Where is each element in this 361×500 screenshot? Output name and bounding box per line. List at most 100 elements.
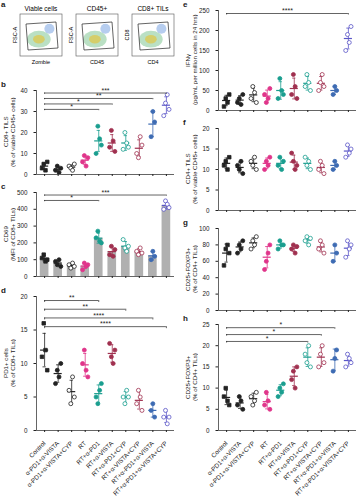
svg-text:RT+α-PD1+CYP: RT+α-PD1+CYP xyxy=(90,439,128,478)
svg-text:*: * xyxy=(77,98,80,105)
svg-text:Zombie: Zombie xyxy=(32,59,50,65)
svg-text:20: 20 xyxy=(20,129,28,136)
html-text:CD69: CD69 xyxy=(2,226,9,242)
svg-text:**: ** xyxy=(82,303,88,310)
svg-text:RT+α-VISTA: RT+α-VISTA xyxy=(266,439,297,470)
svg-text:α-PD1+α-VISTA+CYP: α-PD1+α-VISTA+CYP xyxy=(25,440,74,489)
html-text:(% of CD8+ TILs): (% of CD8+ TILs) xyxy=(9,339,16,387)
svg-text:*: * xyxy=(279,321,282,328)
svg-text:150: 150 xyxy=(199,47,210,54)
svg-text:RT+α-PD1: RT+α-PD1 xyxy=(256,439,283,466)
svg-text:CD4: CD4 xyxy=(147,59,158,65)
svg-text:RT+α-VISTA+CYP: RT+α-VISTA+CYP xyxy=(281,439,324,482)
html-text:CD25+FOXP3+: CD25+FOXP3+ xyxy=(184,247,191,291)
svg-text:Viable cells: Viable cells xyxy=(25,5,59,12)
svg-text:α-PD1+α-VISTA+CYP: α-PD1+α-VISTA+CYP xyxy=(207,440,256,489)
svg-text:*: * xyxy=(266,335,269,342)
svg-text:Control: Control xyxy=(209,439,229,459)
svg-text:0: 0 xyxy=(24,273,28,280)
svg-text:15: 15 xyxy=(202,145,210,152)
svg-text:Control: Control xyxy=(27,439,47,459)
svg-text:50: 50 xyxy=(202,87,210,94)
svg-text:10: 10 xyxy=(20,360,28,367)
svg-text:CD45+: CD45+ xyxy=(87,5,108,12)
svg-text:30: 30 xyxy=(20,108,28,115)
svg-text:**: ** xyxy=(96,92,102,99)
svg-text:RT+α-PD1+CYP: RT+α-PD1+CYP xyxy=(272,439,310,478)
svg-text:10: 10 xyxy=(202,166,210,173)
svg-text:10: 10 xyxy=(202,384,210,391)
svg-text:****: **** xyxy=(93,312,104,319)
svg-text:200: 200 xyxy=(199,27,210,34)
html-text:(% of CD4+ TILs): (% of CD4+ TILs) xyxy=(191,245,198,293)
svg-text:*: * xyxy=(70,103,73,110)
svg-text:300: 300 xyxy=(17,222,28,229)
svg-text:500: 500 xyxy=(17,189,28,196)
svg-text:80: 80 xyxy=(202,241,210,248)
html-text:CD8+ TILS: CD8+ TILS xyxy=(2,116,9,148)
html-text:e: e xyxy=(183,0,188,9)
svg-text:100: 100 xyxy=(199,67,210,74)
svg-text:20: 20 xyxy=(202,342,210,349)
svg-text:200: 200 xyxy=(17,239,28,246)
svg-text:15: 15 xyxy=(20,326,28,333)
svg-text:40: 40 xyxy=(20,87,28,94)
svg-text:5: 5 xyxy=(206,186,210,193)
svg-text:0: 0 xyxy=(206,307,210,314)
html-text:(pg/mL per million cells in 24: (pg/mL per million cells in 24 hrs) xyxy=(191,14,198,106)
html-text:(MFI of CD8+ TILs): (MFI of CD8+ TILs) xyxy=(9,207,16,261)
svg-text:20: 20 xyxy=(202,290,210,297)
svg-text:10: 10 xyxy=(20,150,28,157)
svg-text:20: 20 xyxy=(20,293,28,300)
html-text:CD4+ TILS: CD4+ TILS xyxy=(184,153,191,185)
svg-text:100: 100 xyxy=(199,225,210,232)
html-text:IFNγ: IFNγ xyxy=(184,53,191,67)
svg-text:5: 5 xyxy=(206,405,210,412)
html-text:(% of viable CD45+ cells): (% of viable CD45+ cells) xyxy=(191,134,198,204)
svg-text:RT+α-PD1+α-VISTA+CYP: RT+α-PD1+α-VISTA+CYP xyxy=(111,440,168,496)
svg-text:25: 25 xyxy=(202,321,210,328)
svg-text:15: 15 xyxy=(202,363,210,370)
svg-text:0: 0 xyxy=(206,427,210,434)
svg-text:*: * xyxy=(70,194,73,201)
svg-text:***: *** xyxy=(101,189,109,196)
svg-text:0: 0 xyxy=(206,207,210,214)
svg-text:CD45: CD45 xyxy=(90,59,104,65)
html-text:c: c xyxy=(1,182,6,191)
svg-text:*: * xyxy=(273,328,276,335)
html-text:a: a xyxy=(1,0,6,9)
html-text:PD1+ cells: PD1+ cells xyxy=(2,348,9,378)
svg-text:400: 400 xyxy=(17,205,28,212)
svg-text:0: 0 xyxy=(24,427,28,434)
html-text:g: g xyxy=(183,218,188,227)
html-text:h: h xyxy=(183,314,188,323)
html-text:CD25+FOXP3+: CD25+FOXP3+ xyxy=(184,355,191,399)
html-text:(% of CD4+ TILs): (% of CD4+ TILs) xyxy=(191,353,198,401)
svg-text:**: ** xyxy=(69,294,75,301)
svg-text:RT: RT xyxy=(258,439,270,451)
svg-text:RT+α-PD1: RT+α-PD1 xyxy=(74,439,101,466)
svg-text:CD8: CD8 xyxy=(124,29,130,40)
svg-text:RT+α-VISTA+CYP: RT+α-VISTA+CYP xyxy=(99,439,142,482)
svg-text:****: **** xyxy=(100,320,111,327)
svg-text:RT+α-VISTA: RT+α-VISTA xyxy=(84,439,115,470)
svg-text:FSC-A: FSC-A xyxy=(12,26,18,43)
html-text:(% of viable CD45+ cells): (% of viable CD45+ cells) xyxy=(9,97,16,167)
svg-text:20: 20 xyxy=(202,125,210,132)
svg-text:RT: RT xyxy=(76,439,88,451)
svg-text:0: 0 xyxy=(206,107,210,114)
html-text:d: d xyxy=(1,286,6,295)
svg-text:****: **** xyxy=(282,7,293,14)
svg-text:FSC-A: FSC-A xyxy=(68,26,74,43)
svg-text:100: 100 xyxy=(17,256,28,263)
svg-text:40: 40 xyxy=(202,274,210,281)
svg-text:250: 250 xyxy=(199,7,210,14)
svg-text:RT+α-PD1+α-VISTA+CYP: RT+α-PD1+α-VISTA+CYP xyxy=(293,440,350,496)
svg-text:5: 5 xyxy=(24,393,28,400)
svg-text:0: 0 xyxy=(24,171,28,178)
html-text:f: f xyxy=(183,118,186,127)
svg-text:60: 60 xyxy=(202,257,210,264)
html-text:b: b xyxy=(1,80,6,89)
svg-text:***: *** xyxy=(101,87,109,94)
svg-text:CD8+ TILs: CD8+ TILs xyxy=(137,5,169,12)
